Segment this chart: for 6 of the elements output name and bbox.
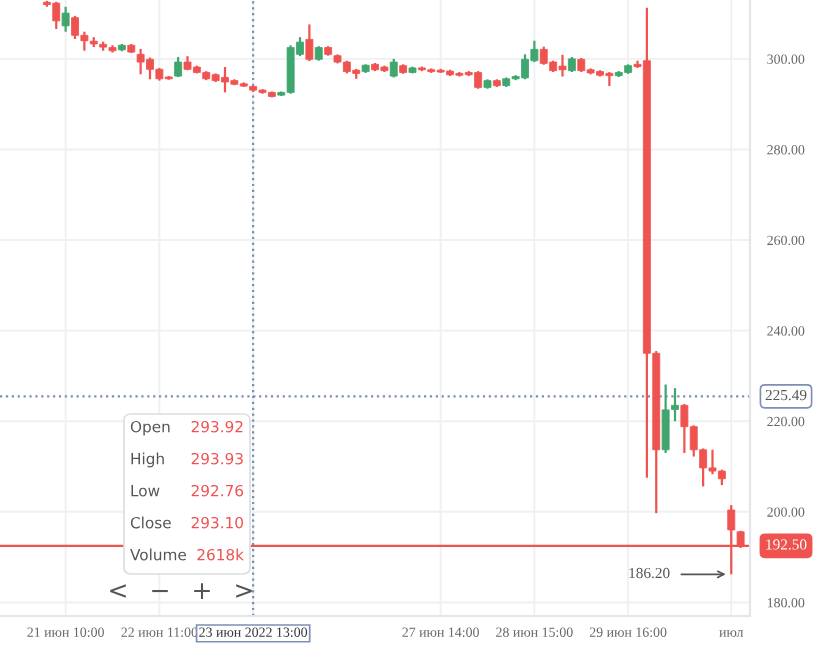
candlestick (61, 5, 70, 33)
annotation: + (194, 583, 210, 599)
annotation: − (152, 590, 168, 593)
candlestick (305, 23, 314, 63)
annotation: < (110, 584, 126, 598)
annotation: > (236, 584, 252, 598)
